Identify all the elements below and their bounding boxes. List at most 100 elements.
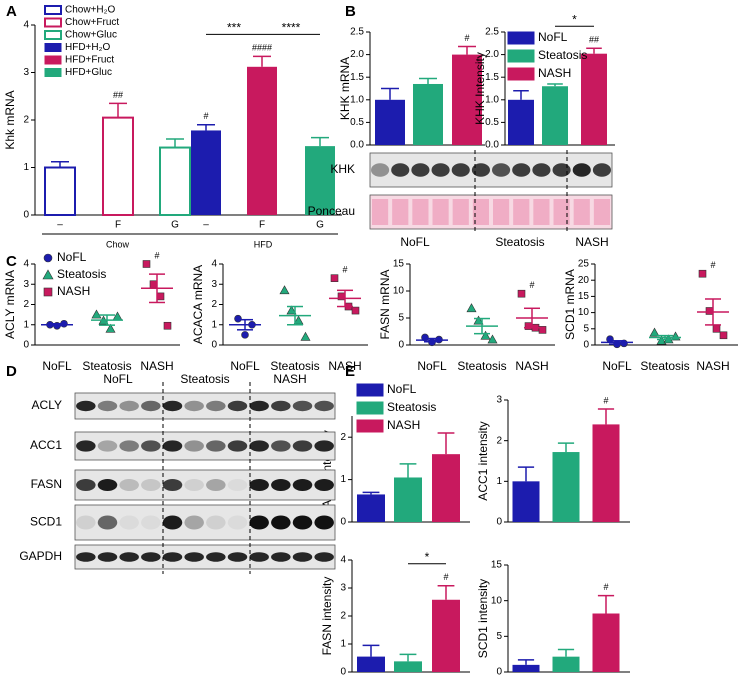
legend-swatch	[507, 49, 535, 63]
ponceau-lane	[452, 199, 469, 225]
blot-band	[184, 479, 204, 491]
legend-label: Steatosis	[387, 400, 436, 414]
blot-band	[97, 400, 118, 412]
legend-marker	[42, 269, 54, 280]
panel-label: E	[345, 363, 355, 380]
y-tick-label: 2	[211, 299, 217, 310]
legend-label: HFD+H₂O	[65, 42, 110, 53]
ponceau-lane	[593, 199, 610, 225]
blot-band	[119, 552, 139, 562]
ponceau-lane	[533, 199, 550, 225]
y-tick-label: 5	[583, 323, 589, 334]
x-tick-label: NASH	[140, 359, 173, 373]
legend-marker	[43, 253, 53, 263]
blot-band	[162, 515, 183, 530]
blot-band	[292, 400, 313, 412]
data-point	[163, 321, 172, 330]
ponceau-lane	[412, 199, 429, 225]
blot-row-label: ACC1	[30, 438, 62, 452]
legend-label: Chow+H₂O	[65, 5, 116, 16]
blot-band	[97, 479, 118, 491]
x-tick-label: F	[115, 220, 121, 231]
x-tick-label: Steatosis	[82, 359, 131, 373]
bar	[394, 661, 422, 672]
ponceau-lane	[553, 199, 570, 225]
blot-band	[371, 163, 390, 177]
bar	[159, 146, 191, 216]
blot-row	[74, 504, 336, 541]
y-tick-label: 0	[23, 340, 29, 351]
y-tick-label: 10	[578, 307, 590, 318]
y-tick-label: 2	[496, 435, 502, 446]
significance-mark: #	[342, 265, 347, 275]
x-tick-label: –	[57, 220, 63, 231]
blot-band	[227, 400, 248, 412]
data-point	[156, 292, 165, 301]
blot-band	[314, 479, 334, 491]
y-tick-label: 0	[23, 210, 29, 221]
y-axis-label: ACC1 intensity	[476, 421, 490, 500]
y-tick-label: 1	[23, 319, 29, 330]
significance-mark: #	[710, 260, 715, 270]
blot-band	[184, 552, 204, 562]
significance-mark: #	[154, 250, 159, 260]
data-point	[105, 323, 116, 333]
y-tick-label: 0	[583, 340, 589, 351]
blot-band	[271, 400, 291, 412]
legend-marker	[43, 287, 53, 297]
data-point	[524, 322, 533, 330]
y-tick-label: 1	[340, 474, 346, 485]
blot-row-label: ACLY	[32, 398, 62, 412]
blot-band	[431, 163, 450, 177]
significance-mark: #	[603, 395, 608, 405]
blot-band	[206, 440, 226, 452]
data-point	[649, 327, 660, 337]
bar	[357, 656, 385, 672]
bar	[592, 613, 620, 672]
bar	[375, 99, 405, 145]
bracket-label: *	[572, 12, 577, 26]
x-tick-label: NoFL	[42, 359, 72, 373]
bar	[413, 83, 443, 145]
blot-band	[184, 440, 204, 452]
blot-band	[512, 163, 531, 177]
significance-mark: #	[603, 582, 608, 592]
blot-band	[314, 440, 334, 452]
blot-band	[162, 479, 183, 491]
bar	[452, 54, 482, 145]
blot-band	[141, 400, 161, 412]
blot-band	[471, 163, 490, 177]
bar	[508, 99, 534, 145]
legend-label: HFD+Gluc	[65, 67, 112, 78]
y-tick-label: 4	[211, 259, 217, 270]
bar	[44, 166, 76, 216]
y-tick-label: 4	[23, 259, 29, 270]
legend-swatch	[356, 401, 384, 415]
x-tick-label: Steatosis	[457, 359, 506, 373]
bar	[552, 656, 580, 672]
ponceau-lane	[493, 199, 510, 225]
blot-row-label: SCD1	[30, 515, 62, 529]
y-tick-label: 1.0	[485, 94, 499, 105]
data-point	[330, 274, 339, 282]
blot-band	[592, 163, 611, 177]
data-point	[279, 285, 290, 295]
blot-group-label: Steatosis	[495, 235, 544, 249]
legend-swatch	[356, 383, 384, 397]
y-tick-label: 5	[496, 631, 502, 642]
panel-label: A	[6, 3, 17, 20]
bar	[357, 494, 385, 522]
legend-label: NoFL	[538, 30, 568, 44]
blot-band	[119, 400, 139, 412]
significance-mark: ##	[113, 90, 123, 100]
bar	[552, 452, 580, 522]
x-tick-label: –	[203, 220, 209, 231]
y-tick-label: 1.5	[485, 72, 499, 83]
bar	[432, 454, 460, 522]
blot-band	[552, 163, 571, 177]
blot-row	[369, 194, 613, 230]
y-tick-label: 0	[496, 517, 502, 528]
significance-mark: ####	[252, 43, 272, 53]
blot-band	[492, 163, 511, 177]
